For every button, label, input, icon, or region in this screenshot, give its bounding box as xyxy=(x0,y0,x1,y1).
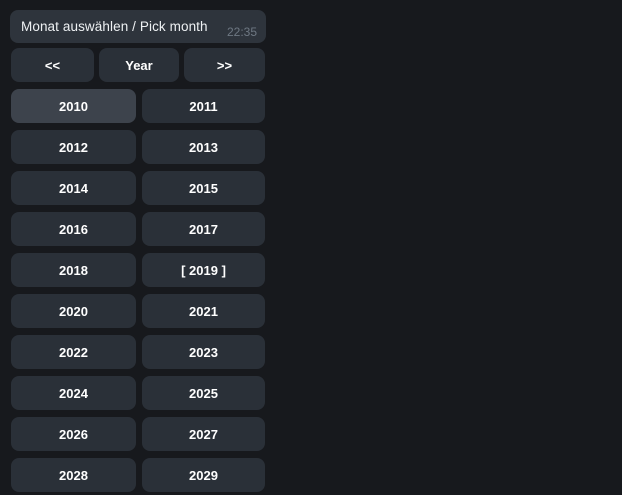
year-button-2016[interactable]: 2016 xyxy=(11,212,136,246)
year-button-2026[interactable]: 2026 xyxy=(11,417,136,451)
year-row: 2010 2011 xyxy=(11,89,265,123)
keyboard-nav-row: << Year >> xyxy=(11,48,265,82)
year-button-2017[interactable]: 2017 xyxy=(142,212,265,246)
year-row: 2012 2013 xyxy=(11,130,265,164)
year-button-2028[interactable]: 2028 xyxy=(11,458,136,492)
year-button-2018[interactable]: 2018 xyxy=(11,253,136,287)
year-button-2025[interactable]: 2025 xyxy=(142,376,265,410)
year-button-2020[interactable]: 2020 xyxy=(11,294,136,328)
year-row: 2028 2029 xyxy=(11,458,265,492)
year-row: 2018 [ 2019 ] xyxy=(11,253,265,287)
year-row: 2020 2021 xyxy=(11,294,265,328)
year-mode-button[interactable]: Year xyxy=(99,48,179,82)
prev-page-button[interactable]: << xyxy=(11,48,94,82)
year-row: 2016 2017 xyxy=(11,212,265,246)
year-row: 2026 2027 xyxy=(11,417,265,451)
year-row: 2022 2023 xyxy=(11,335,265,369)
year-button-2021[interactable]: 2021 xyxy=(142,294,265,328)
year-button-2022[interactable]: 2022 xyxy=(11,335,136,369)
year-button-2011[interactable]: 2011 xyxy=(142,89,265,123)
year-button-2024[interactable]: 2024 xyxy=(11,376,136,410)
chat-column: Monat auswählen / Pick month 22:35 << Ye… xyxy=(10,10,266,492)
year-button-2014[interactable]: 2014 xyxy=(11,171,136,205)
year-button-2015[interactable]: 2015 xyxy=(142,171,265,205)
year-button-2012[interactable]: 2012 xyxy=(11,130,136,164)
year-button-2023[interactable]: 2023 xyxy=(142,335,265,369)
message-timestamp: 22:35 xyxy=(226,25,257,39)
year-button-2027[interactable]: 2027 xyxy=(142,417,265,451)
year-button-2010[interactable]: 2010 xyxy=(11,89,136,123)
message-bubble: Monat auswählen / Pick month 22:35 xyxy=(10,10,266,43)
inline-keyboard: << Year >> 2010 2011 2012 2013 2014 2015… xyxy=(11,48,265,492)
next-page-button[interactable]: >> xyxy=(184,48,265,82)
year-button-selected-2019[interactable]: [ 2019 ] xyxy=(142,253,265,287)
message-text: Monat auswählen / Pick month xyxy=(21,19,208,34)
year-row: 2014 2015 xyxy=(11,171,265,205)
year-button-2029[interactable]: 2029 xyxy=(142,458,265,492)
year-row: 2024 2025 xyxy=(11,376,265,410)
year-button-2013[interactable]: 2013 xyxy=(142,130,265,164)
